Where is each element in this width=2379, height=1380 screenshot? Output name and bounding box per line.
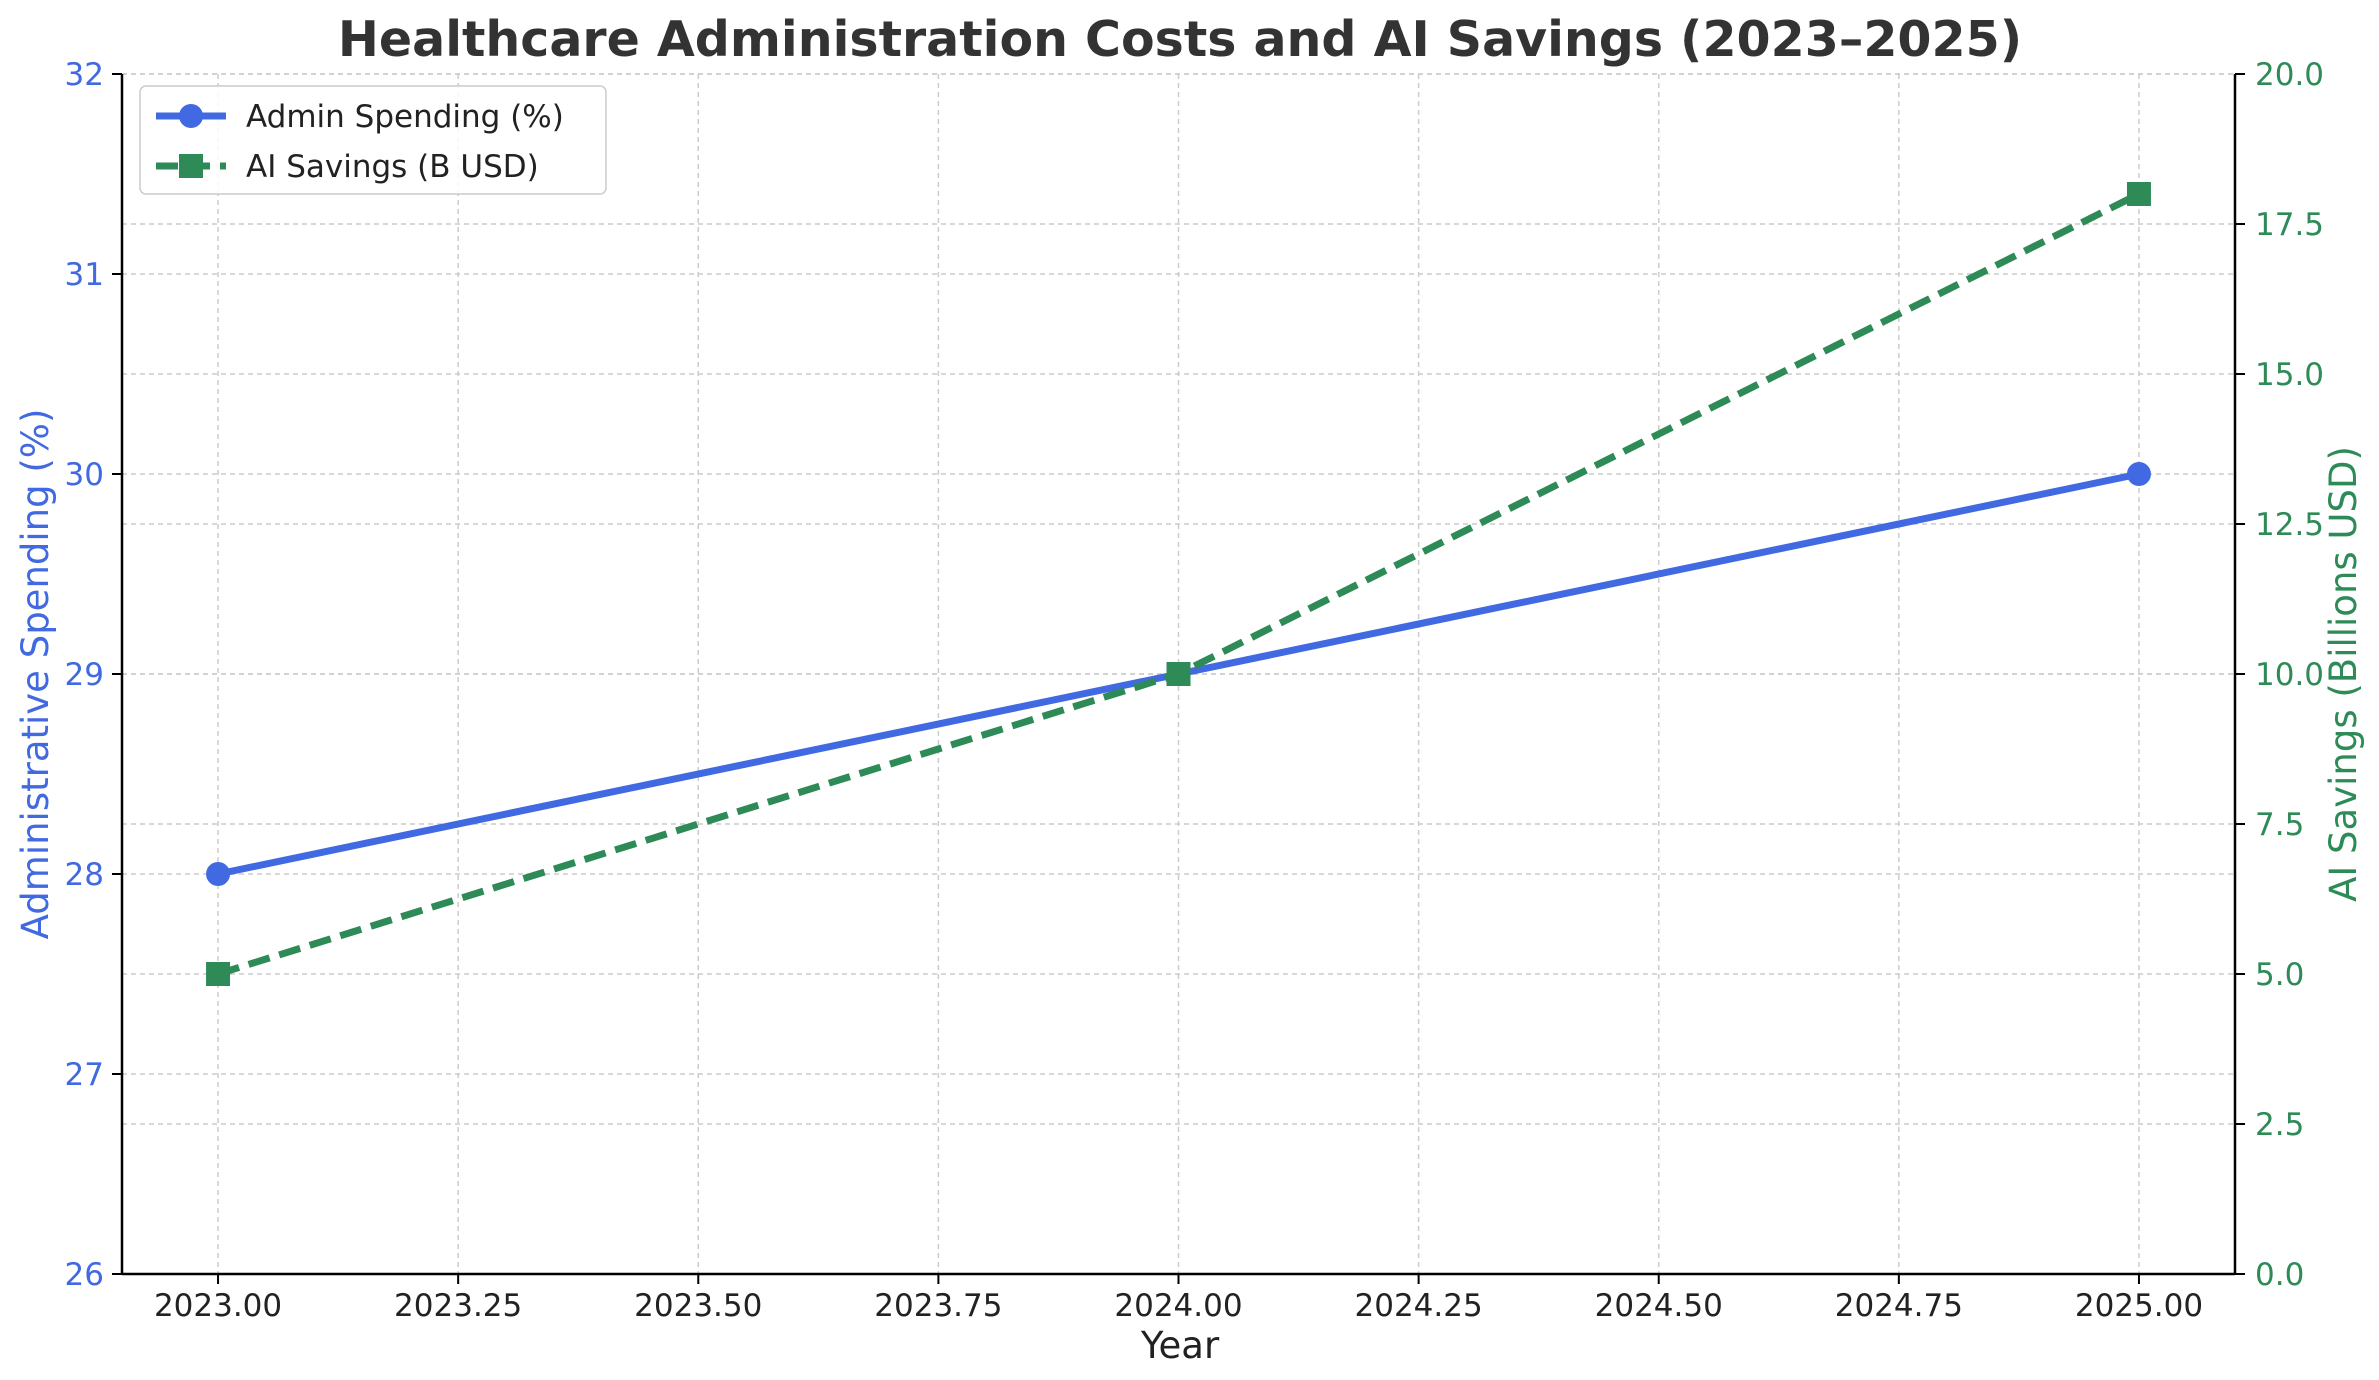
x-tick-label: 2024.00 (1114, 1288, 1242, 1324)
x-tick-label: 2024.75 (1835, 1288, 1963, 1324)
data-point (206, 862, 231, 886)
y-tick-label-right: 5.0 (2255, 957, 2304, 993)
legend: Admin Spending (%) AI Savings (B USD) (139, 85, 607, 195)
x-tick-label: 2023.25 (394, 1288, 522, 1324)
y-tick-label-left: 28 (65, 857, 104, 893)
y-tick-label-right: 17.5 (2255, 207, 2324, 243)
x-tick-label: 2023.75 (874, 1288, 1002, 1324)
y-tick-label-right: 2.5 (2255, 1107, 2304, 1143)
x-tick-label: 2023.50 (634, 1288, 762, 1324)
y-tick-label-left: 30 (65, 457, 104, 493)
legend-marker (179, 154, 203, 178)
data-point (1166, 662, 1191, 686)
y-tick-label-left: 31 (65, 257, 104, 293)
data-point (2126, 182, 2151, 206)
y-axis-label-right: AI Savings (Billions USD) (2322, 446, 2365, 902)
y-tick-label-right: 15.0 (2255, 357, 2324, 393)
series-layer (206, 182, 2151, 986)
y-tick-label-right: 0.0 (2255, 1257, 2304, 1293)
y-tick-label-left: 32 (65, 57, 104, 93)
y-tick-label-left: 27 (65, 1057, 104, 1093)
data-point (2126, 462, 2151, 486)
y-tick-label-right: 12.5 (2255, 507, 2324, 543)
x-tick-label: 2023.00 (154, 1288, 282, 1324)
legend-label: Admin Spending (%) (246, 99, 564, 135)
x-tick-label: 2024.25 (1355, 1288, 1483, 1324)
x-tick-label: 2024.50 (1595, 1288, 1723, 1324)
y-tick-label-right: 10.0 (2255, 657, 2324, 693)
x-tick-label: 2025.00 (2075, 1288, 2203, 1324)
chart-title: Healthcare Administration Costs and AI S… (338, 11, 2022, 68)
x-axis-label: Year (1140, 1324, 1220, 1367)
y-tick-label-right: 20.0 (2255, 57, 2324, 93)
legend-marker (179, 104, 203, 128)
ticks: 2023.00 2023.25 2023.50 2023.75 2024.00 2024.… (65, 57, 2324, 1324)
data-point (206, 962, 231, 986)
legend-label: AI Savings (B USD) (246, 149, 539, 185)
legend-box (139, 85, 607, 195)
y-axis-label-left: Administrative Spending (%) (14, 409, 57, 940)
y-tick-label-left: 26 (65, 1257, 104, 1293)
y-tick-label-left: 29 (65, 657, 104, 693)
y-tick-label-right: 7.5 (2255, 807, 2304, 843)
